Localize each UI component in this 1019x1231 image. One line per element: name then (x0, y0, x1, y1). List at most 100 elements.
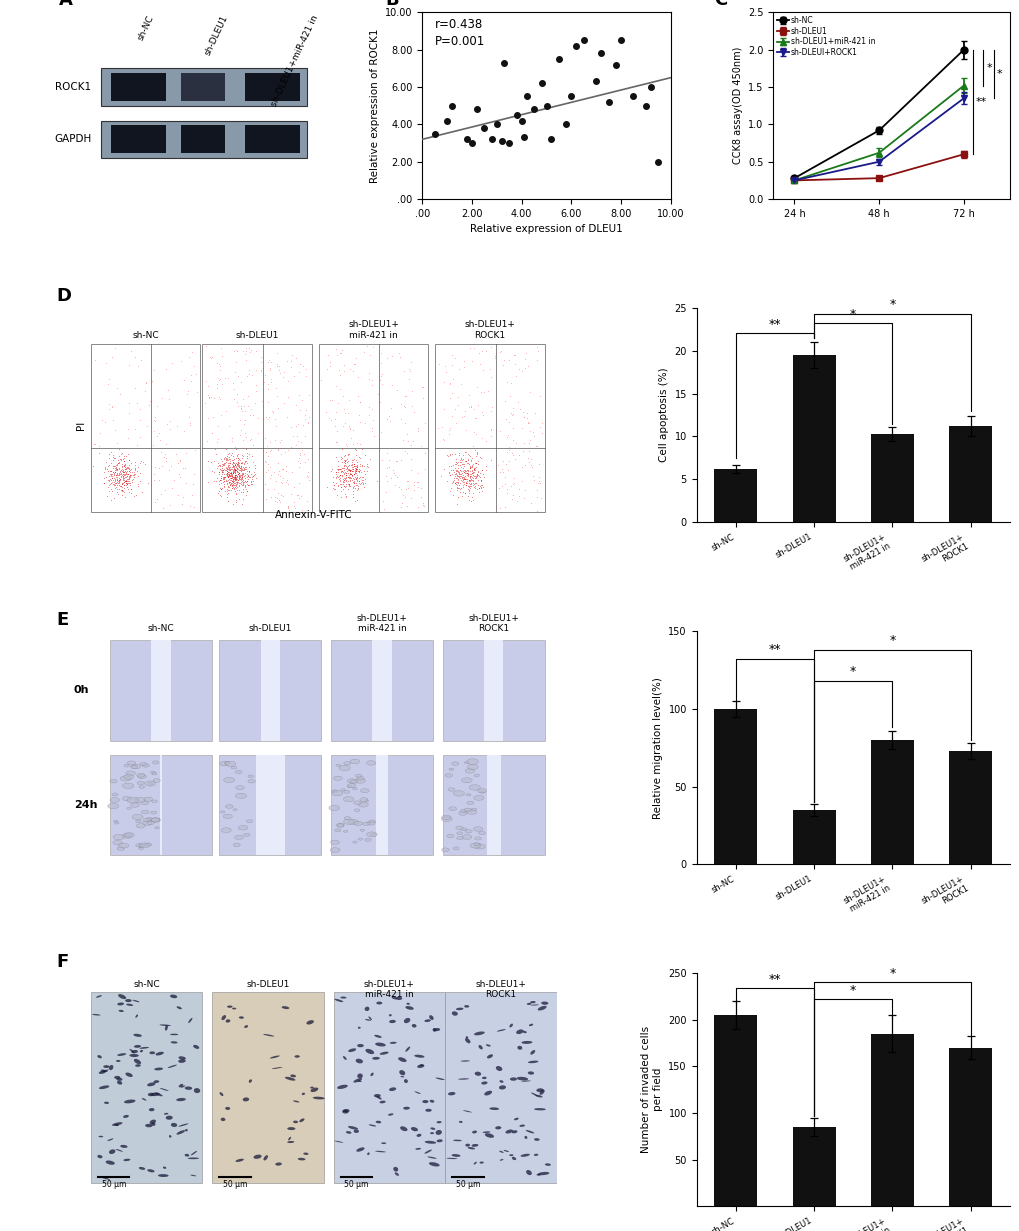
Circle shape (127, 761, 136, 764)
Point (348, 480, 365, 500)
Point (225, 470, 242, 490)
Point (339, 467, 356, 486)
Point (412, 436, 428, 455)
Point (352, 455, 368, 475)
Point (211, 356, 227, 375)
Point (215, 471, 231, 491)
Point (126, 459, 143, 479)
Y-axis label: Cell apoptosis (%): Cell apoptosis (%) (658, 368, 668, 463)
Point (328, 403, 344, 422)
Point (494, 451, 511, 470)
Point (345, 473, 362, 492)
Point (220, 454, 236, 474)
Point (441, 423, 458, 443)
Point (323, 390, 339, 410)
Point (462, 468, 478, 487)
Point (410, 471, 426, 491)
Point (199, 377, 215, 396)
Circle shape (346, 784, 356, 788)
Circle shape (220, 811, 225, 812)
Circle shape (113, 820, 118, 822)
Point (108, 474, 124, 494)
Point (466, 459, 482, 479)
Point (341, 474, 358, 494)
Point (331, 474, 347, 494)
Point (404, 395, 420, 415)
Point (115, 462, 131, 481)
Point (210, 483, 226, 502)
Point (442, 459, 459, 479)
Point (359, 336, 375, 356)
Point (463, 475, 479, 495)
Point (455, 462, 472, 481)
Point (235, 396, 252, 416)
Point (331, 465, 347, 485)
Ellipse shape (495, 1066, 501, 1071)
Point (514, 471, 530, 491)
Point (147, 407, 163, 427)
Point (214, 463, 230, 483)
Point (235, 453, 252, 473)
Circle shape (355, 778, 365, 783)
Point (403, 352, 419, 372)
Point (291, 353, 308, 373)
Point (232, 473, 249, 492)
Point (108, 465, 124, 485)
Point (122, 483, 139, 502)
Point (345, 469, 362, 489)
Point (368, 471, 384, 491)
Point (122, 459, 139, 479)
Point (120, 459, 137, 479)
Point (352, 393, 368, 412)
Point (460, 464, 476, 484)
Point (226, 460, 243, 480)
Point (298, 400, 314, 420)
Ellipse shape (417, 1065, 424, 1069)
Point (454, 470, 471, 490)
Point (380, 406, 396, 426)
Point (364, 369, 380, 389)
Point (217, 481, 233, 501)
Point (383, 375, 399, 395)
Point (222, 473, 238, 492)
Point (246, 465, 262, 485)
Point (344, 478, 361, 497)
Ellipse shape (399, 1126, 408, 1131)
Point (110, 447, 126, 467)
Point (232, 483, 249, 502)
Point (528, 501, 544, 521)
Point (484, 398, 500, 417)
Point (97, 459, 113, 479)
Ellipse shape (153, 1081, 159, 1083)
Point (223, 465, 239, 485)
Ellipse shape (334, 998, 343, 1002)
Point (387, 451, 404, 470)
Point (87, 435, 103, 454)
Ellipse shape (357, 1073, 363, 1078)
Point (447, 463, 464, 483)
Point (346, 462, 363, 481)
Ellipse shape (435, 1077, 444, 1080)
Point (401, 362, 418, 382)
Circle shape (225, 761, 235, 767)
Ellipse shape (155, 1051, 164, 1055)
Point (450, 462, 467, 481)
Point (343, 459, 360, 479)
Text: 50 μm: 50 μm (102, 1179, 125, 1189)
Point (335, 464, 352, 484)
Point (159, 414, 175, 433)
Point (592, 43, 608, 63)
Point (224, 465, 240, 485)
Point (318, 478, 334, 497)
Point (223, 467, 239, 486)
Point (105, 475, 121, 495)
Point (465, 464, 481, 484)
Point (443, 444, 460, 464)
Point (107, 473, 123, 492)
Circle shape (333, 776, 342, 780)
Point (356, 462, 372, 481)
Point (329, 476, 345, 496)
Point (215, 460, 231, 480)
Point (337, 465, 354, 485)
Point (462, 458, 478, 478)
